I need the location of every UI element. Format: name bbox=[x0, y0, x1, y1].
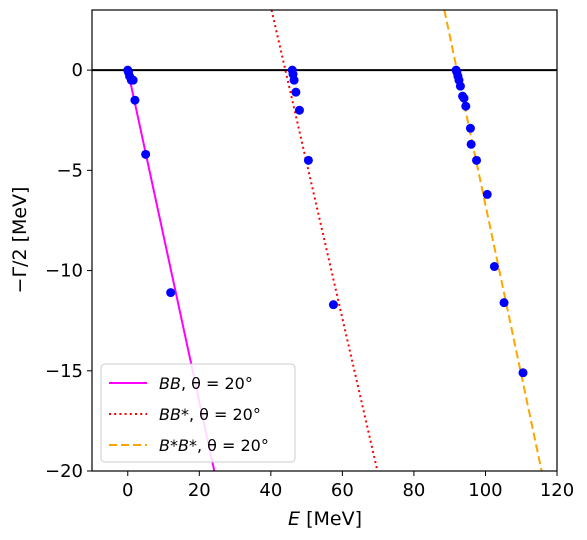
data-point bbox=[472, 155, 482, 165]
data-point bbox=[499, 298, 509, 308]
data-point bbox=[489, 262, 499, 272]
x-axis-title: E [MeV] bbox=[288, 508, 362, 530]
y-tick-label: −5 bbox=[56, 160, 83, 181]
legend-label-1: BB, θ = 20° bbox=[159, 374, 253, 393]
y-tick-label: 0 bbox=[72, 60, 83, 81]
x-tick-label: 20 bbox=[188, 480, 211, 501]
data-point bbox=[294, 105, 304, 115]
x-tick-label: 0 bbox=[122, 480, 133, 501]
x-tick-label: 100 bbox=[468, 480, 502, 501]
legend-label-2: BB*, θ = 20° bbox=[159, 405, 261, 424]
legend-box bbox=[100, 363, 296, 463]
data-point bbox=[482, 189, 492, 199]
x-tick-label: 60 bbox=[331, 480, 354, 501]
legend-label-3: B*B*, θ = 20° bbox=[159, 436, 269, 455]
x-tick-label: 80 bbox=[402, 480, 425, 501]
data-point bbox=[130, 95, 140, 105]
data-point bbox=[461, 101, 471, 111]
legend: BB, θ = 20° BB*, θ = 20° B*B*, θ = 20° bbox=[100, 363, 296, 463]
data-point bbox=[166, 288, 176, 298]
series-line-2 bbox=[270, 10, 379, 471]
y-tick-label: −20 bbox=[45, 461, 83, 482]
x-tick-label: 40 bbox=[259, 480, 282, 501]
data-point bbox=[141, 149, 151, 159]
data-point bbox=[128, 75, 138, 85]
data-point bbox=[291, 87, 301, 97]
x-tick-label: 120 bbox=[540, 480, 574, 501]
data-point bbox=[303, 155, 313, 165]
data-point bbox=[459, 93, 469, 103]
data-point bbox=[455, 81, 465, 91]
data-point bbox=[328, 300, 338, 310]
y-tick-label: −15 bbox=[45, 361, 83, 382]
data-point bbox=[465, 123, 475, 133]
data-point bbox=[289, 75, 299, 85]
y-tick-label: −10 bbox=[45, 261, 83, 282]
y-axis-title: −Γ/2 [MeV] bbox=[9, 187, 31, 294]
axes-frame bbox=[91, 9, 558, 472]
plot-area: 0 20 40 60 80 100 120 0 −5 −10 −15 −20 bbox=[45, 9, 574, 501]
data-point bbox=[518, 368, 528, 378]
data-point bbox=[466, 139, 476, 149]
